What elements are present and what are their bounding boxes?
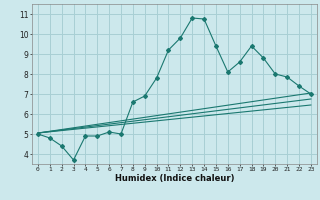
- X-axis label: Humidex (Indice chaleur): Humidex (Indice chaleur): [115, 174, 234, 183]
